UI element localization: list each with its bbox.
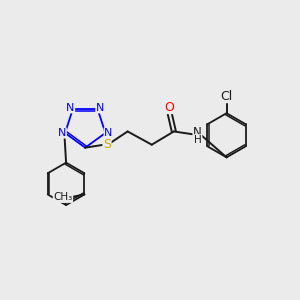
Text: CH₃: CH₃ xyxy=(53,192,73,203)
Text: N: N xyxy=(58,128,66,138)
Text: N: N xyxy=(66,103,75,113)
Text: Cl: Cl xyxy=(220,90,233,103)
Text: N: N xyxy=(104,128,112,138)
Text: H: H xyxy=(194,135,201,145)
Text: N: N xyxy=(193,126,202,140)
Text: O: O xyxy=(164,100,174,113)
Text: S: S xyxy=(103,138,111,151)
Text: N: N xyxy=(96,103,104,113)
